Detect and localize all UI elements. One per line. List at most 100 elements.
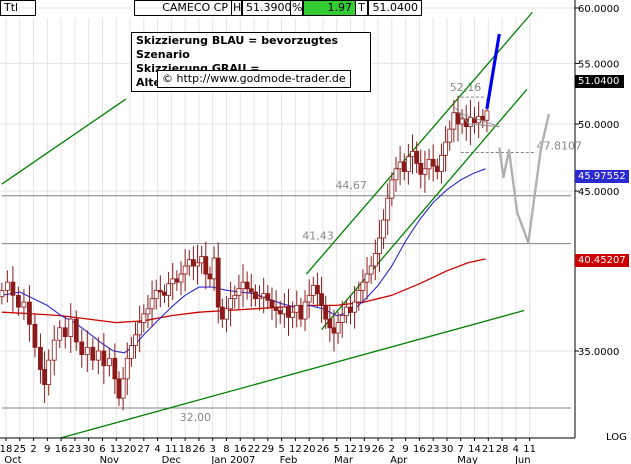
candle-body <box>248 288 254 293</box>
candle-body <box>368 265 374 275</box>
candle-body <box>269 299 275 308</box>
candle-body <box>224 308 229 320</box>
candle-body <box>343 306 349 317</box>
candle-body <box>290 311 296 318</box>
x-tick-label: 18 <box>179 444 192 455</box>
triangle-pattern <box>454 107 500 128</box>
candle-body <box>157 289 163 293</box>
candle-body <box>84 346 90 356</box>
x-tick-label: 30 <box>441 444 454 455</box>
candle-body <box>273 306 279 311</box>
candle-body <box>426 158 432 170</box>
level-label: 52,16 <box>450 81 482 94</box>
candle-body <box>339 315 345 323</box>
x-tick-label: 8 <box>223 444 229 455</box>
source-note: © http://www.godmode-trader.de <box>157 70 351 88</box>
candle-body <box>207 273 213 280</box>
level-label: 41,43 <box>302 230 334 243</box>
header-last-value: 51.0400 <box>368 0 422 16</box>
candle-body <box>166 283 172 296</box>
ma-slow-line <box>1 258 486 324</box>
scenario-sketch <box>454 33 551 244</box>
level-label: 47.8107 <box>537 140 583 153</box>
candle-body <box>467 117 473 127</box>
month-label: Feb <box>280 455 298 464</box>
x-tick-label: 22 <box>248 444 261 455</box>
candle-body <box>364 273 370 283</box>
candle-body <box>302 301 308 320</box>
candle-body <box>323 305 329 320</box>
x-tick-label: 16 <box>413 444 426 455</box>
candle-body <box>10 281 16 296</box>
x-tick-label: 14 <box>468 444 481 455</box>
candle-body <box>257 296 262 300</box>
x-tick-label: 2 <box>30 444 36 455</box>
candle-body <box>261 293 267 298</box>
candle-body <box>124 357 130 380</box>
candle-body <box>228 298 234 310</box>
candle-body <box>377 237 382 254</box>
x-tick-label: 26 <box>317 444 330 455</box>
candle-body <box>137 322 143 336</box>
month-label: Apr <box>390 455 408 464</box>
candle-body <box>372 253 378 267</box>
level-label: 32,00 <box>180 411 212 424</box>
candle-body <box>199 256 205 264</box>
candle-body <box>101 350 107 367</box>
candle-body <box>153 289 159 300</box>
candle-body <box>331 327 337 334</box>
x-tick-label: 5 <box>334 444 340 455</box>
x-tick-label: 27 <box>137 444 150 455</box>
x-tick-label: 12 <box>289 444 302 455</box>
candle-body <box>484 110 490 121</box>
candle-body <box>430 158 436 167</box>
candle-body <box>112 357 118 380</box>
x-tick-label: 4 <box>154 444 160 455</box>
x-tick-label: 21 <box>482 444 495 455</box>
candle-body <box>211 257 217 280</box>
month-label: Nov <box>100 455 120 464</box>
candle-body <box>405 156 411 172</box>
x-tick-label: 30 <box>82 444 95 455</box>
y-tick-label: 45.0000 <box>578 187 619 198</box>
x-tick-label: 28 <box>496 444 509 455</box>
trend-line <box>321 88 528 330</box>
x-tick-label: 18 <box>0 444 12 455</box>
x-tick-label: 9 <box>402 444 408 455</box>
candle-body <box>327 318 333 329</box>
y-tick-label: 55.0000 <box>578 59 619 70</box>
candle-body <box>393 168 399 181</box>
x-tick-label: 13 <box>110 444 123 455</box>
candle-body <box>294 305 300 313</box>
month-label: Jan 2007 <box>210 455 255 464</box>
candle-body <box>352 301 358 313</box>
candle-body <box>106 357 112 367</box>
x-tick-label: 3 <box>210 444 216 455</box>
header-change-value: 1.97 <box>303 0 356 16</box>
header-symbol: CAMECO CP <box>134 0 232 16</box>
candle-body <box>95 350 101 361</box>
axis-text: 60.0000 55.0000 50.0000 45.0000 35.0000 LOG 18… <box>0 4 627 464</box>
x-tick-label: 4 <box>513 444 519 455</box>
x-tick-label: 11 <box>165 444 178 455</box>
scenario-gray-path <box>498 113 551 244</box>
x-tick-label: 7 <box>458 444 464 455</box>
candle-body <box>57 327 63 341</box>
candle-body <box>21 301 27 308</box>
candle-body <box>244 281 250 290</box>
candle-body <box>128 345 134 359</box>
candle-body <box>315 285 320 295</box>
trend-line <box>1 98 127 185</box>
candle-body <box>335 322 341 334</box>
y-tick-label: 50.0000 <box>578 120 619 131</box>
candle-body <box>447 128 453 143</box>
candle-body <box>191 259 196 267</box>
candle-body <box>389 179 395 199</box>
x-tick-label: 20 <box>124 444 137 455</box>
last-price-tag: 51.0400 <box>575 75 624 88</box>
candle-body <box>32 323 38 348</box>
candle-body <box>133 334 138 346</box>
level-lines: 52,16 47.8107 44,67 41,43 32,00 <box>1 81 583 424</box>
candle-body <box>203 256 209 275</box>
